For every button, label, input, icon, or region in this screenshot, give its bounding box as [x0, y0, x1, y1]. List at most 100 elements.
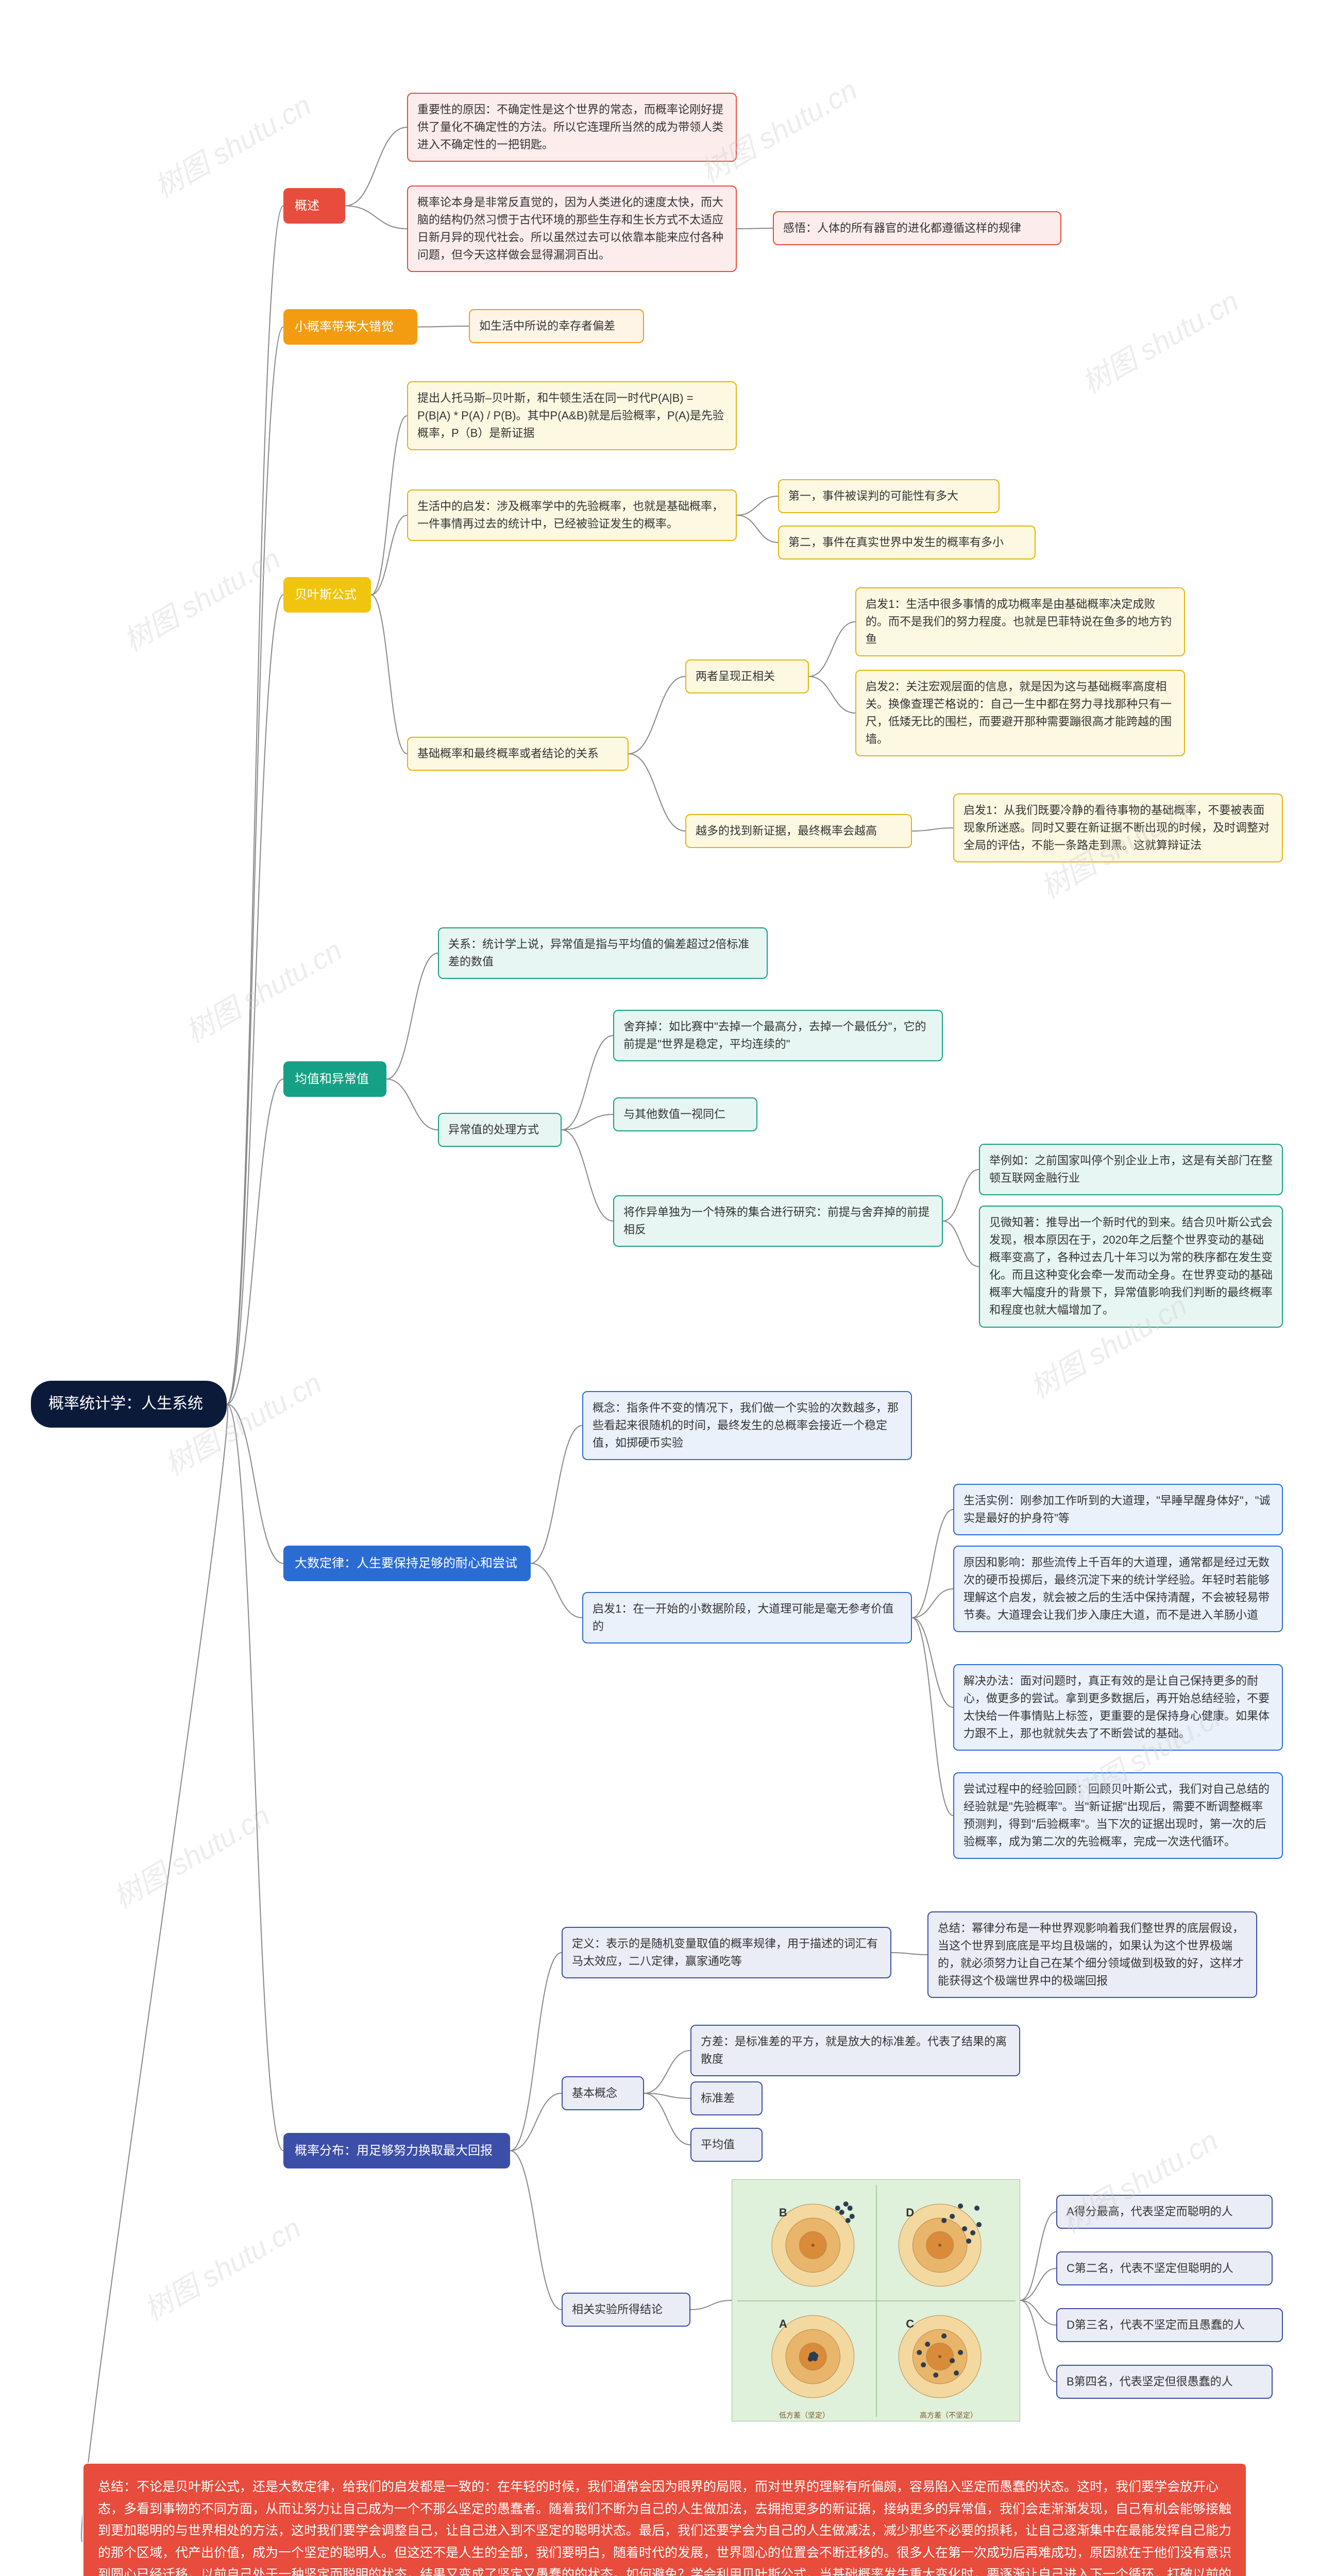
connector — [227, 1079, 283, 1404]
connector — [912, 1589, 953, 1618]
connector — [562, 1130, 613, 1221]
node-n6a: 定义：表示的是随机变量取值的概率规律，用于描述的词汇有马太效应，二八定律，赢家通… — [562, 1927, 891, 1978]
connector — [345, 206, 407, 229]
node-n5a: 概念：指条件不变的情况下，我们做一个实验的次数越多，那些看起来很随机的时间，最终… — [582, 1391, 912, 1460]
node-n6: 概率分布：用足够努力换取最大回报 — [283, 2133, 510, 2168]
node-n1: 概述 — [283, 188, 345, 224]
connector — [809, 622, 855, 676]
node-n1a: 重要性的原因：不确定性是这个世界的常态，而概率论刚好提供了量化不确定性的方法。所… — [407, 93, 737, 162]
node-n3c2a: 启发1：从我们既要冷静的看待事物的基础概率，不要被表面现象所迷惑。同时又要在新证… — [953, 793, 1283, 862]
node-n4b3: 将作异单独为一个特殊的集合进行研究：前提与舍弃掉的前提相反 — [613, 1195, 943, 1247]
node-n5b1: 生活实例：刚参加工作听到的大道理，"早睡早醒身体好"，"诚实是最好的护身符"等 — [953, 1484, 1283, 1535]
node-n5b2: 原因和影响：那些流传上千百年的大道理，通常都是经过无数次的硬币投掷后，最终沉淀下… — [953, 1546, 1283, 1632]
connector — [531, 1564, 582, 1618]
connector — [510, 1953, 562, 2151]
node-n4b3b: 见微知著：推导出一个新时代的到来。结合贝叶斯公式会发现，根本原因在于，2020年… — [979, 1206, 1283, 1328]
node-n3c: 基础概率和最终概率或者结论的关系 — [407, 737, 629, 771]
connector — [809, 676, 855, 713]
node-n3: 贝叶斯公式 — [283, 577, 371, 613]
connector — [1020, 2300, 1056, 2325]
node-n6a1: 总结：幂律分布是一种世界观影响着我们整世界的底层假设，当这个世界到底底是平均且极… — [927, 1911, 1257, 1998]
node-n5b: 启发1：在一开始的小数据阶段，大道理可能是毫无参考价值的 — [582, 1592, 912, 1643]
node-n3c1a: 启发1：生活中很多事情的成功概率是由基础概率决定成败的。而不是我们的努力程度。也… — [855, 587, 1185, 656]
watermark: 树图 shutu.cn — [104, 1793, 276, 1917]
node-n6b2: 标准差 — [690, 2081, 763, 2115]
connector — [562, 1114, 613, 1130]
connector — [227, 1404, 283, 2151]
svg-text:低方差（坚定）: 低方差（坚定） — [779, 2411, 830, 2419]
connector — [912, 828, 953, 831]
connector — [644, 2093, 690, 2098]
node-n3b: 生活中的启发：涉及概率学中的先验概率，也就是基础概率，一件事情再过去的统计中，已… — [407, 489, 737, 541]
connector — [227, 327, 283, 1404]
node-n6c2: C第二名，代表不坚定但聪明的人 — [1056, 2251, 1273, 2285]
node-n3c2: 越多的找到新证据，最终概率会越高 — [685, 814, 912, 848]
connector — [690, 2300, 732, 2310]
connector — [943, 1221, 979, 1267]
connector — [371, 416, 407, 595]
connector — [737, 228, 773, 229]
connector — [1020, 2212, 1056, 2300]
watermark: 树图 shutu.cn — [114, 536, 286, 660]
node-n4b1: 舍弃掉：如比赛中"去掉一个最高分，去掉一个最低分"，它的前提是"世界是稳定，平均… — [613, 1010, 943, 1061]
node-n6b3: 平均值 — [690, 2128, 763, 2162]
node-n6b1: 方差：是标准差的平方，就是放大的标准差。代表了结果的离散度 — [690, 2025, 1020, 2076]
node-root: 概率统计学：人生系统 — [31, 1381, 227, 1428]
node-summary: 总结：不论是贝叶斯公式，还是大数定律，给我们的启发都是一致的：在年轻的时候，我们… — [82, 2463, 1247, 2576]
node-n3b1: 第一，事件被误判的可能性有多大 — [778, 479, 1000, 513]
connector — [912, 1618, 953, 1816]
node-n5: 大数定律：人生要保持足够的耐心和尝试 — [283, 1546, 531, 1581]
svg-text:高方差（不坚定）: 高方差（不坚定） — [920, 2411, 977, 2419]
connector — [562, 1036, 613, 1130]
node-n2: 小概率带来大错觉 — [283, 309, 417, 345]
connector — [943, 1170, 979, 1221]
connector — [510, 2093, 562, 2151]
connector — [510, 2151, 562, 2310]
node-n1b1: 感悟：人体的所有器官的进化都遵循这样的规律 — [773, 211, 1061, 245]
svg-text:B: B — [779, 2206, 787, 2219]
svg-text:A: A — [779, 2317, 787, 2330]
connector — [417, 326, 469, 327]
node-n6c4: B第四名，代表坚定但很愚蠢的人 — [1056, 2365, 1273, 2399]
watermark: 树图 shutu.cn — [176, 928, 348, 1052]
connector — [644, 2093, 690, 2145]
node-n3b2: 第二，事件在真实世界中发生的概率有多小 — [778, 526, 1036, 560]
node-n6c3: D第三名，代表不坚定而且愚蠢的人 — [1056, 2308, 1283, 2342]
watermark: 树图 shutu.cn — [135, 2206, 307, 2329]
node-n4: 均值和异常值 — [283, 1061, 386, 1097]
connector — [912, 1618, 953, 1707]
target-diagram: 低方差（坚定） 高方差（不坚定） B D A C — [732, 2179, 1020, 2421]
watermark: 树图 shutu.cn — [1073, 279, 1245, 402]
node-n3c1b: 启发2：关注宏观层面的信息，就是因为这与基础概率高度相关。换像查理芒格说的：自己… — [855, 670, 1185, 756]
connector — [644, 2050, 690, 2093]
connector — [737, 496, 778, 515]
node-n2a: 如生活中所说的幸存者偏差 — [469, 309, 644, 343]
connector — [912, 1510, 953, 1618]
connector — [891, 1953, 927, 1955]
connector — [629, 676, 685, 754]
node-n4b2: 与其他数值一视同仁 — [613, 1097, 757, 1131]
node-n4a: 关系：统计学上说，异常值是指与平均值的偏差超过2倍标准差的数值 — [438, 927, 768, 979]
node-n6b: 基本概念 — [562, 2076, 644, 2110]
connector — [386, 1079, 438, 1130]
connector — [737, 515, 778, 543]
node-n4b3a: 举例如：之前国家叫停个别企业上市，这是有关部门在整顿互联网金融行业 — [979, 1144, 1283, 1195]
node-n1b: 概率论本身是非常反直觉的，因为人类进化的速度太快，而大脑的结构仍然习惯于古代环境… — [407, 185, 737, 272]
svg-text:D: D — [906, 2206, 914, 2219]
connector — [81, 1404, 228, 2542]
connector — [1020, 2268, 1056, 2300]
node-n6c1: A得分最高，代表坚定而聪明的人 — [1056, 2195, 1273, 2229]
node-n6c: 相关实验所得结论 — [562, 2293, 690, 2327]
connector — [371, 515, 407, 595]
connector — [227, 1404, 283, 1564]
connector — [1020, 2300, 1056, 2382]
node-n5b3: 解决办法：面对问题时，真正有效的是让自己保持更多的耐心，做更多的尝试。拿到更多数… — [953, 1664, 1283, 1751]
connector — [345, 127, 407, 206]
svg-text:C: C — [906, 2317, 914, 2330]
node-n4b: 异常值的处理方式 — [438, 1113, 562, 1147]
connector — [531, 1426, 582, 1564]
node-n3c1: 两者呈现正相关 — [685, 659, 809, 693]
connector — [629, 754, 685, 831]
connector — [227, 595, 283, 1404]
connector — [227, 206, 283, 1404]
